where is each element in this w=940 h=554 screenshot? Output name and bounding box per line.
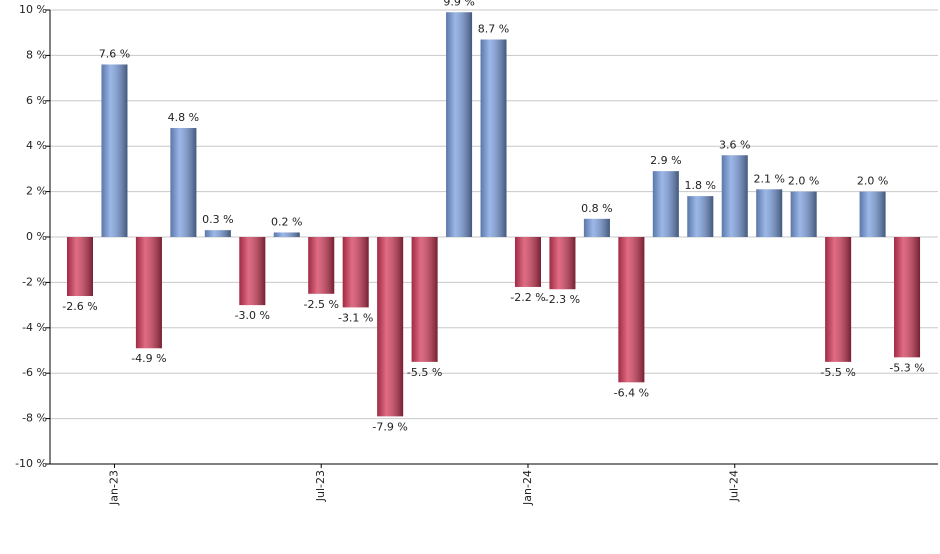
bar bbox=[756, 189, 783, 237]
y-tick-label: 0 % bbox=[26, 230, 47, 243]
bar bbox=[377, 237, 404, 417]
bar bbox=[790, 191, 817, 237]
x-tick-label: Jan-24 bbox=[521, 470, 534, 506]
bar bbox=[618, 237, 645, 383]
y-tick-label: 2 % bbox=[26, 185, 47, 198]
y-tick-label: -8 % bbox=[22, 412, 47, 425]
x-tick-label: Jan-23 bbox=[107, 470, 120, 506]
value-label: -2.3 % bbox=[545, 293, 580, 306]
value-label: 4.8 % bbox=[168, 111, 199, 124]
bar bbox=[204, 230, 231, 237]
y-tick-label: -4 % bbox=[22, 321, 47, 334]
value-label: 7.6 % bbox=[99, 47, 130, 60]
value-label: 9.9 % bbox=[443, 0, 474, 8]
value-label: 2.0 % bbox=[788, 175, 819, 188]
bar bbox=[480, 39, 507, 238]
y-tick-label: 4 % bbox=[26, 139, 47, 152]
value-label: -7.9 % bbox=[372, 420, 407, 433]
value-label: -2.6 % bbox=[62, 300, 97, 313]
y-tick-label: 6 % bbox=[26, 94, 47, 107]
value-label: 8.7 % bbox=[478, 23, 509, 36]
y-tick-label: -6 % bbox=[22, 366, 47, 379]
value-label: -4.9 % bbox=[131, 352, 166, 365]
y-tick-label: -10 % bbox=[15, 457, 47, 470]
value-label: 2.9 % bbox=[650, 154, 681, 167]
value-label: 2.0 % bbox=[857, 175, 888, 188]
value-label: -6.4 % bbox=[614, 386, 649, 399]
bar bbox=[170, 128, 197, 237]
bar bbox=[859, 191, 886, 237]
value-label: 0.8 % bbox=[581, 202, 612, 215]
value-label: -3.0 % bbox=[235, 309, 270, 322]
value-label: -2.5 % bbox=[304, 298, 339, 311]
bar bbox=[67, 237, 93, 297]
bar bbox=[101, 64, 128, 237]
value-label: 2.1 % bbox=[753, 172, 784, 185]
bar bbox=[308, 237, 335, 294]
bar bbox=[687, 196, 714, 237]
value-label: 0.3 % bbox=[202, 213, 233, 226]
y-tick-label: 8 % bbox=[26, 48, 47, 61]
value-label: -3.1 % bbox=[338, 311, 373, 324]
value-label: 3.6 % bbox=[719, 138, 750, 151]
x-tick-label: Jul-24 bbox=[728, 470, 741, 502]
bar bbox=[514, 237, 541, 287]
bar bbox=[342, 237, 369, 308]
bar bbox=[549, 237, 576, 290]
value-label: 0.2 % bbox=[271, 215, 302, 228]
value-label: -5.5 % bbox=[820, 366, 855, 379]
y-tick-label: -2 % bbox=[22, 275, 47, 288]
bar bbox=[652, 171, 679, 237]
bar bbox=[825, 237, 852, 362]
bar bbox=[721, 155, 748, 237]
bar bbox=[446, 12, 473, 237]
y-tick-label: 10 % bbox=[19, 3, 47, 16]
value-label: -5.5 % bbox=[407, 366, 442, 379]
bar bbox=[894, 237, 921, 358]
bar bbox=[411, 237, 438, 362]
value-label: 1.8 % bbox=[685, 179, 716, 192]
bar bbox=[273, 232, 300, 237]
x-tick-label: Jul-23 bbox=[314, 470, 327, 502]
bar bbox=[583, 218, 610, 237]
value-label: -2.2 % bbox=[510, 291, 545, 304]
value-label: -5.3 % bbox=[889, 361, 924, 374]
bar bbox=[135, 237, 162, 349]
bar bbox=[239, 237, 266, 306]
